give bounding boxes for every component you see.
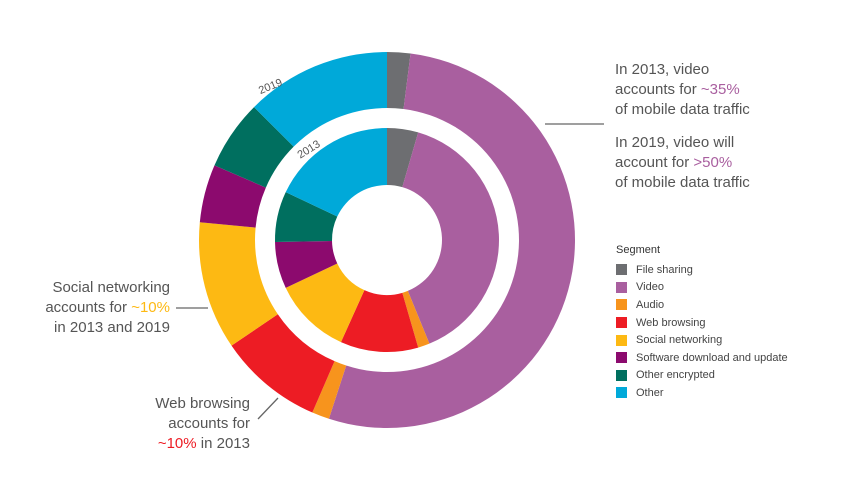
slice-2019-social-networking xyxy=(199,222,278,346)
slice-2019-other xyxy=(254,52,387,147)
legend-swatch xyxy=(616,334,627,346)
legend-label: Video xyxy=(636,281,664,294)
annotation-video-2013: In 2013, video accounts for ~35% of mobi… xyxy=(615,60,750,120)
inner-ring-2013 xyxy=(275,128,500,353)
highlight-value: >50% xyxy=(693,154,733,171)
legend-swatch xyxy=(616,387,627,399)
annotation-social: Social networking accounts for ~10% in 2… xyxy=(20,278,170,338)
legend-label: Software download and update xyxy=(636,351,788,364)
annotation-line: accounts for ~35% xyxy=(615,81,740,98)
slice-2013-other-encrypted xyxy=(275,192,338,242)
slice-2013-other xyxy=(285,128,387,217)
slice-2013-software-download-and-update xyxy=(275,240,338,288)
highlight-value: ~35% xyxy=(700,81,740,98)
slice-2019-audio xyxy=(312,361,347,419)
legend-item: File sharing xyxy=(616,261,788,279)
legend-item: Other encrypted xyxy=(616,367,788,385)
slice-2019-other-encrypted xyxy=(214,107,294,188)
slice-2013-file-sharing xyxy=(387,128,419,188)
annotation-line: In 2019, video will xyxy=(615,134,735,151)
legend-swatch xyxy=(616,264,627,276)
annotation-line: account for >50% xyxy=(615,154,733,171)
annotation-web: Web browsing accounts for ~10% in 2013 xyxy=(100,394,250,454)
legend-item: Software download and update xyxy=(616,349,788,367)
annotation-line: accounts for ~10% xyxy=(45,299,170,316)
legend-label: Other xyxy=(636,386,664,399)
legend-label: Other encrypted xyxy=(636,369,715,382)
annotation-line: of mobile data traffic xyxy=(615,174,750,191)
slice-2013-social-networking xyxy=(285,263,365,343)
legend-swatch xyxy=(616,317,627,329)
slice-2013-audio xyxy=(402,290,430,348)
legend-title: Segment xyxy=(616,244,661,256)
legend-item: Audio xyxy=(616,296,788,314)
highlight-value: ~10% xyxy=(157,435,197,452)
legend-label: Social networking xyxy=(636,334,723,347)
legend-label: Web browsing xyxy=(636,316,706,329)
legend-swatch xyxy=(616,299,627,311)
slice-2019-software-download-and-update xyxy=(199,165,266,228)
annotation-line: Web browsing xyxy=(155,395,250,412)
legend-items: File sharing Video Audio Web browsing Social… xyxy=(616,261,788,402)
legend-label: File sharing xyxy=(636,263,693,276)
outer-ring-2019 xyxy=(199,52,576,429)
slice-2013-web-browsing xyxy=(340,290,419,353)
annotation-line: Social networking xyxy=(52,279,170,296)
annotation-line: of mobile data traffic xyxy=(615,101,750,118)
highlight-value: ~10% xyxy=(131,299,170,316)
legend-item: Web browsing xyxy=(616,314,788,332)
slice-2019-file-sharing xyxy=(387,52,411,110)
legend: Segment File sharing Video Audio Web browsi… xyxy=(616,244,788,402)
annotation-video-2019: In 2019, video will account for >50% of … xyxy=(615,133,750,193)
legend-swatch xyxy=(616,281,627,293)
legend-label: Audio xyxy=(636,298,665,311)
annotation-line: ~10% in 2013 xyxy=(157,435,250,452)
slice-2019-video xyxy=(328,53,576,429)
slice-2013-video xyxy=(402,132,500,344)
annotation-line: accounts for xyxy=(168,415,250,432)
leader-line-web xyxy=(257,397,279,420)
legend-swatch xyxy=(616,369,627,381)
legend-item: Video xyxy=(616,279,788,297)
annotation-line: In 2013, video xyxy=(615,61,710,78)
annotation-line: in 2013 and 2019 xyxy=(54,319,170,336)
legend-swatch xyxy=(616,352,627,364)
slice-2019-web-browsing xyxy=(231,314,335,413)
legend-item: Social networking xyxy=(616,331,788,349)
legend-item: Other xyxy=(616,384,788,402)
